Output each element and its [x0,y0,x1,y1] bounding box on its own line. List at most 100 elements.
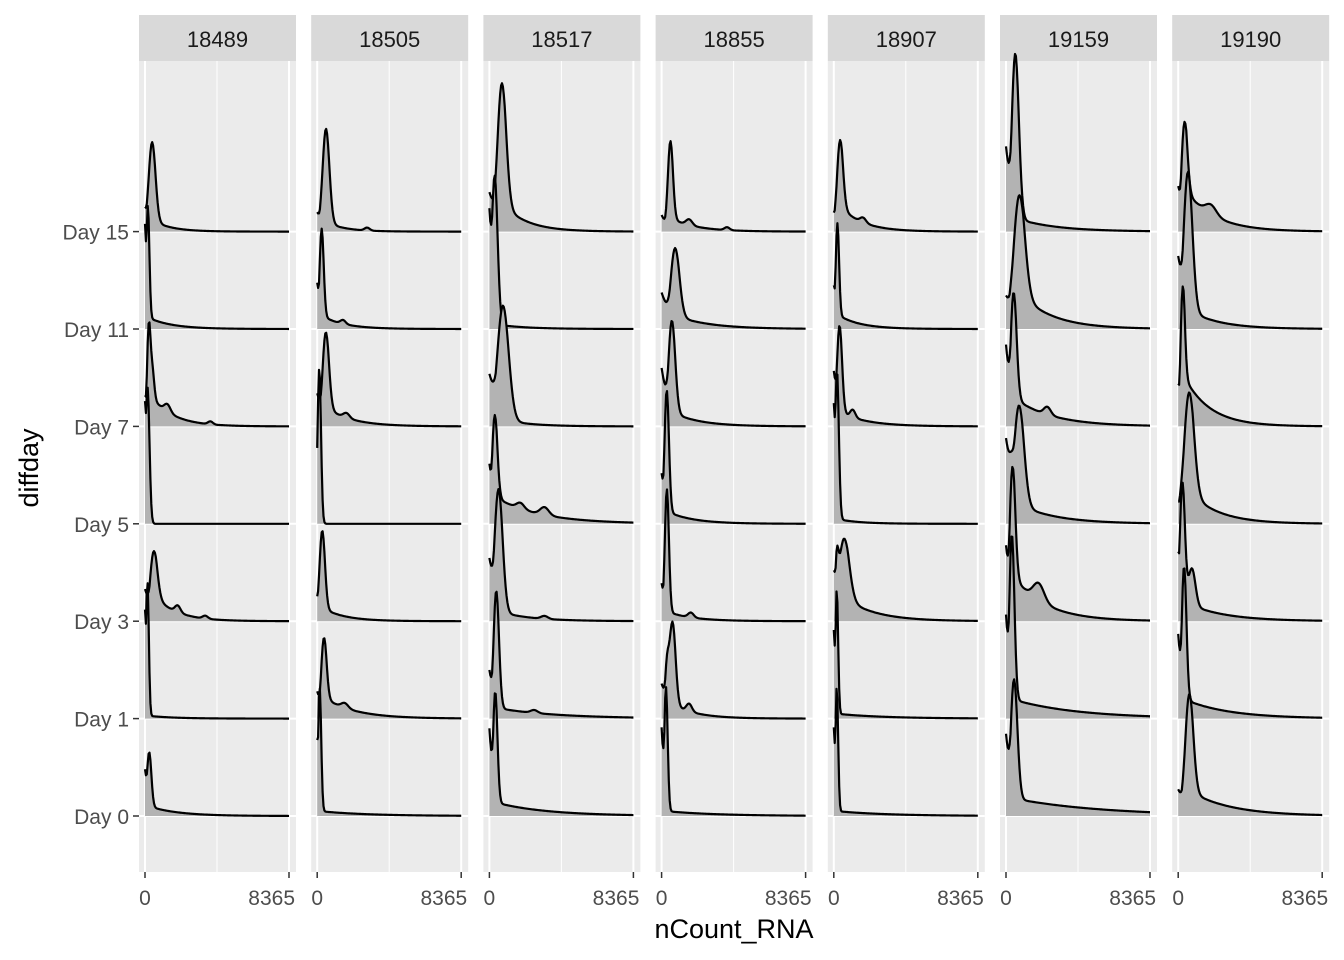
ridge-area [833,140,978,232]
y-tick-label: Day 1 [74,709,129,732]
ridge-line [316,331,462,428]
ridge-area [145,142,289,232]
ridge-line [1005,194,1151,330]
y-tick-label: Day 3 [74,611,129,634]
ridge-area [145,551,289,622]
ridge-line [1004,678,1151,814]
ridge-line [488,590,634,719]
ridge-line [660,389,806,525]
ridge-line [488,82,634,233]
ridge-line [316,687,462,817]
facet-strip-label: 19190 [1220,27,1281,52]
ridge-line [1178,391,1323,525]
ridge-line [1177,693,1323,817]
y-axis: Day 0 Day 1 Day 3 Day 5 Day 7 Day 11 Day 15 [62,222,139,829]
ridge-line [660,488,806,623]
ridge-line [316,227,462,331]
ridge-line [143,204,290,331]
ridge-line [660,620,806,720]
x-tick-label: 8365 [593,887,640,910]
ridge-area [1006,466,1150,622]
y-tick-label: Day 5 [74,514,129,537]
facet-strip [483,15,641,61]
ridge-line [144,141,290,233]
ridge-line [488,488,634,623]
ridge-area [489,489,634,622]
ridge-area [661,621,806,719]
y-tick-label: Day 0 [74,806,129,829]
facet-panel: 18517 0 8365 [483,15,641,910]
y-tick-label: Day 15 [62,222,129,245]
ridge-line [1004,292,1151,427]
ridge-area [1178,392,1323,524]
ridge-area [489,305,634,427]
x-tick-label: 8365 [1281,887,1328,910]
x-tick-label: 0 [311,887,323,910]
ridge-area [1178,694,1323,816]
ridge-line [660,140,806,233]
ridge-line [143,582,290,720]
ridge-line [488,692,634,817]
ridge-line [660,320,806,428]
ridge-area [833,538,978,622]
facet-strip [655,15,813,61]
ridge-area [489,415,634,524]
ridge-line [143,751,290,818]
facet-strip [139,15,296,61]
panels-layer: 18489 0 8365 18505 0 8365 18517 0 8365 18855 0 8365… [139,15,1330,910]
facet-strip-label: 19159 [1048,27,1109,52]
ridge-line [832,372,978,525]
ridge-line [316,530,462,623]
ridge-area [1178,171,1323,329]
x-axis-title: nCount_RNA [654,914,813,944]
ridge-line [1177,170,1323,330]
facet-panel: 19190 0 8365 [1172,15,1330,910]
ridge-line [832,590,978,720]
ridge-line [1004,52,1151,233]
facet-strip [1000,15,1157,61]
facet-strip-label: 18855 [704,27,765,52]
facet-panel: 18907 0 8365 [827,15,985,910]
facet-strip-label: 18517 [531,27,592,52]
ridge-line [832,687,978,817]
facet-panel: 19159 0 8365 [1000,15,1157,910]
ridge-area [317,638,462,719]
x-tick-label: 0 [1000,887,1012,910]
facet-strip [1172,15,1330,61]
ridge-line [832,325,978,428]
x-tick-label: 0 [828,887,840,910]
ridge-line [143,550,290,623]
x-tick-label: 0 [484,887,496,910]
x-tick-label: 8365 [937,887,984,910]
ridge-line [1004,465,1151,622]
ridge-line [832,222,978,331]
ridge-line [316,637,462,720]
ridge-line [488,413,634,524]
facet-panel: 18489 0 8365 [139,15,296,910]
facet-panel: 18505 0 8365 [311,15,469,910]
facet-strip-label: 18489 [187,27,248,52]
ridge-area [1006,195,1150,329]
ridge-line [144,321,290,428]
facet-panel: 18855 0 8365 [655,15,813,910]
x-tick-label: 8365 [420,887,467,910]
y-tick-label: Day 7 [74,416,129,439]
y-axis-title: diffday [14,428,44,508]
ridge-line [316,368,462,525]
ridge-area [145,322,289,427]
ridge-line [488,304,634,428]
ridge-line [832,138,978,233]
y-tick-label: Day 11 [64,319,129,342]
ridge-line [1004,404,1151,525]
ridge-line [316,127,462,233]
ridge-area [661,248,806,329]
ridge-area [1178,482,1323,622]
x-tick-label: 0 [1172,887,1184,910]
facet-strip-label: 18505 [359,27,420,52]
ridge-line [1177,120,1323,233]
x-tick-label: 8365 [1109,887,1156,910]
ridge-line [1004,535,1151,718]
ridge-line [143,386,290,525]
ridge-area [833,326,978,427]
ridge-line [1177,567,1323,719]
